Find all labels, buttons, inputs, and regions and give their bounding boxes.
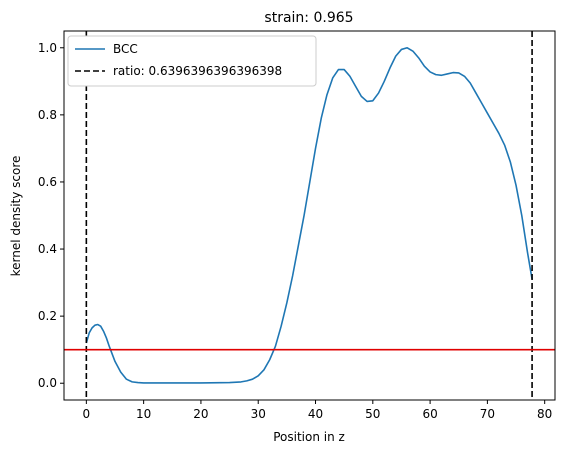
y-tick-label: 0.4 (38, 242, 57, 256)
x-tick-label: 80 (537, 407, 552, 421)
y-tick-label: 0.6 (38, 175, 57, 189)
x-tick-label: 50 (365, 407, 380, 421)
y-tick-label: 1.0 (38, 41, 57, 55)
x-tick-label: 30 (251, 407, 266, 421)
x-tick-label: 0 (83, 407, 91, 421)
x-tick-label: 70 (480, 407, 495, 421)
chart-title: strain: 0.965 (264, 10, 353, 26)
y-axis-title: kernel density score (9, 156, 23, 277)
x-tick-label: 10 (136, 407, 151, 421)
legend-label-ratio: ratio: 0.6396396396396398 (113, 64, 282, 78)
y-tick-label: 0.2 (38, 309, 57, 323)
legend-label-bcc: BCC (113, 42, 138, 56)
bcc-density-line (85, 46, 533, 384)
y-tick-label: 0.0 (38, 376, 57, 390)
y-tick-label: 0.8 (38, 108, 57, 122)
x-tick-label: 60 (422, 407, 437, 421)
plot-frame (63, 30, 556, 401)
x-tick-label: 20 (193, 407, 208, 421)
legend-box (67, 35, 317, 87)
x-tick-label: 40 (308, 407, 323, 421)
x-axis-title: Position in z (273, 430, 345, 444)
